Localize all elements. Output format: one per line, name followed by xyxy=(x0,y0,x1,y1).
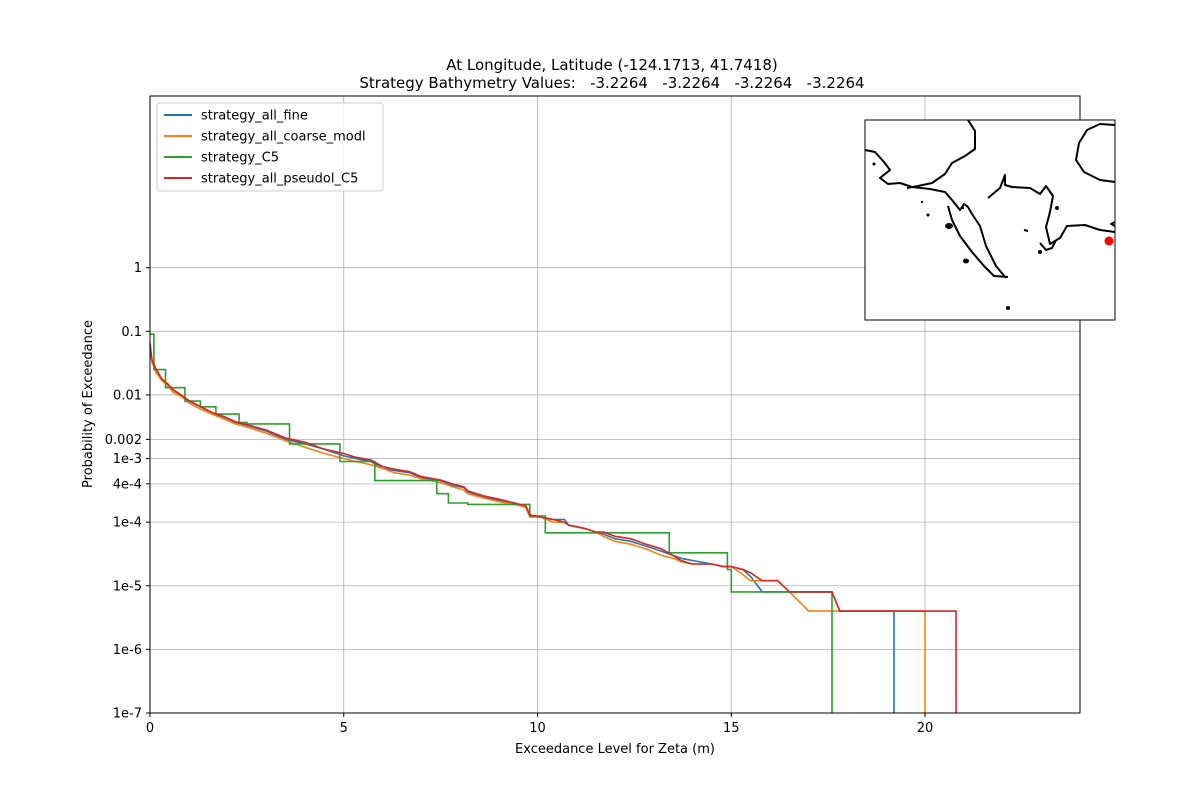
y-tick-label: 1e-7 xyxy=(113,707,142,722)
y-tick-label: 1 xyxy=(134,261,142,276)
y-axis-label: Probability of Exceedance xyxy=(81,320,96,488)
legend-label: strategy_all_coarse_modl xyxy=(201,130,366,145)
y-tick-label: 4e-4 xyxy=(113,477,142,492)
y-tick-label: 1e-6 xyxy=(113,643,142,658)
x-axis-ticks: 0 5 10 15 20 xyxy=(146,713,933,736)
inset-map-frame xyxy=(864,119,1116,321)
x-tick-label: 15 xyxy=(723,721,740,736)
series-lines xyxy=(149,333,957,713)
x-tick-label: 0 xyxy=(146,721,154,736)
legend-label: strategy_all_pseudol_C5 xyxy=(201,172,358,187)
y-tick-label: 1e-5 xyxy=(113,579,142,594)
series-line-3 xyxy=(149,343,957,713)
x-axis-label: Exceedance Level for Zeta (m) xyxy=(515,742,715,757)
y-tick-label: 1e-3 xyxy=(113,452,142,467)
legend-box xyxy=(156,102,384,192)
legend-label: strategy_C5 xyxy=(201,151,279,166)
chart-subtitle: Strategy Bathymetry Values: -3.2264 -3.2… xyxy=(359,74,864,92)
legend-label: strategy_all_fine xyxy=(201,109,308,124)
x-tick-label: 5 xyxy=(340,721,348,736)
coastline-shape xyxy=(864,119,1116,279)
legend: strategy_all_fine strategy_all_coarse_mod… xyxy=(156,102,384,192)
location-marker xyxy=(1104,236,1114,246)
y-tick-label: 1e-4 xyxy=(113,516,142,531)
series-line-2 xyxy=(150,333,833,713)
islands-shape xyxy=(872,162,1059,310)
inset-map xyxy=(864,119,1116,321)
plot-area-frame xyxy=(149,95,1081,714)
chart-title: At Longitude, Latitude (-124.1713, 41.74… xyxy=(446,56,778,74)
x-tick-label: 10 xyxy=(529,721,546,736)
y-axis-ticks: 1 0.1 0.01 0.002 1e-3 4e-4 1e-4 1e-5 1e-6 1e-7 xyxy=(105,261,150,722)
y-tick-label: 0.002 xyxy=(105,433,142,448)
series-line-0 xyxy=(149,345,895,713)
y-tick-label: 0.01 xyxy=(113,388,142,403)
x-tick-label: 20 xyxy=(917,721,934,736)
y-tick-label: 0.1 xyxy=(121,325,142,340)
